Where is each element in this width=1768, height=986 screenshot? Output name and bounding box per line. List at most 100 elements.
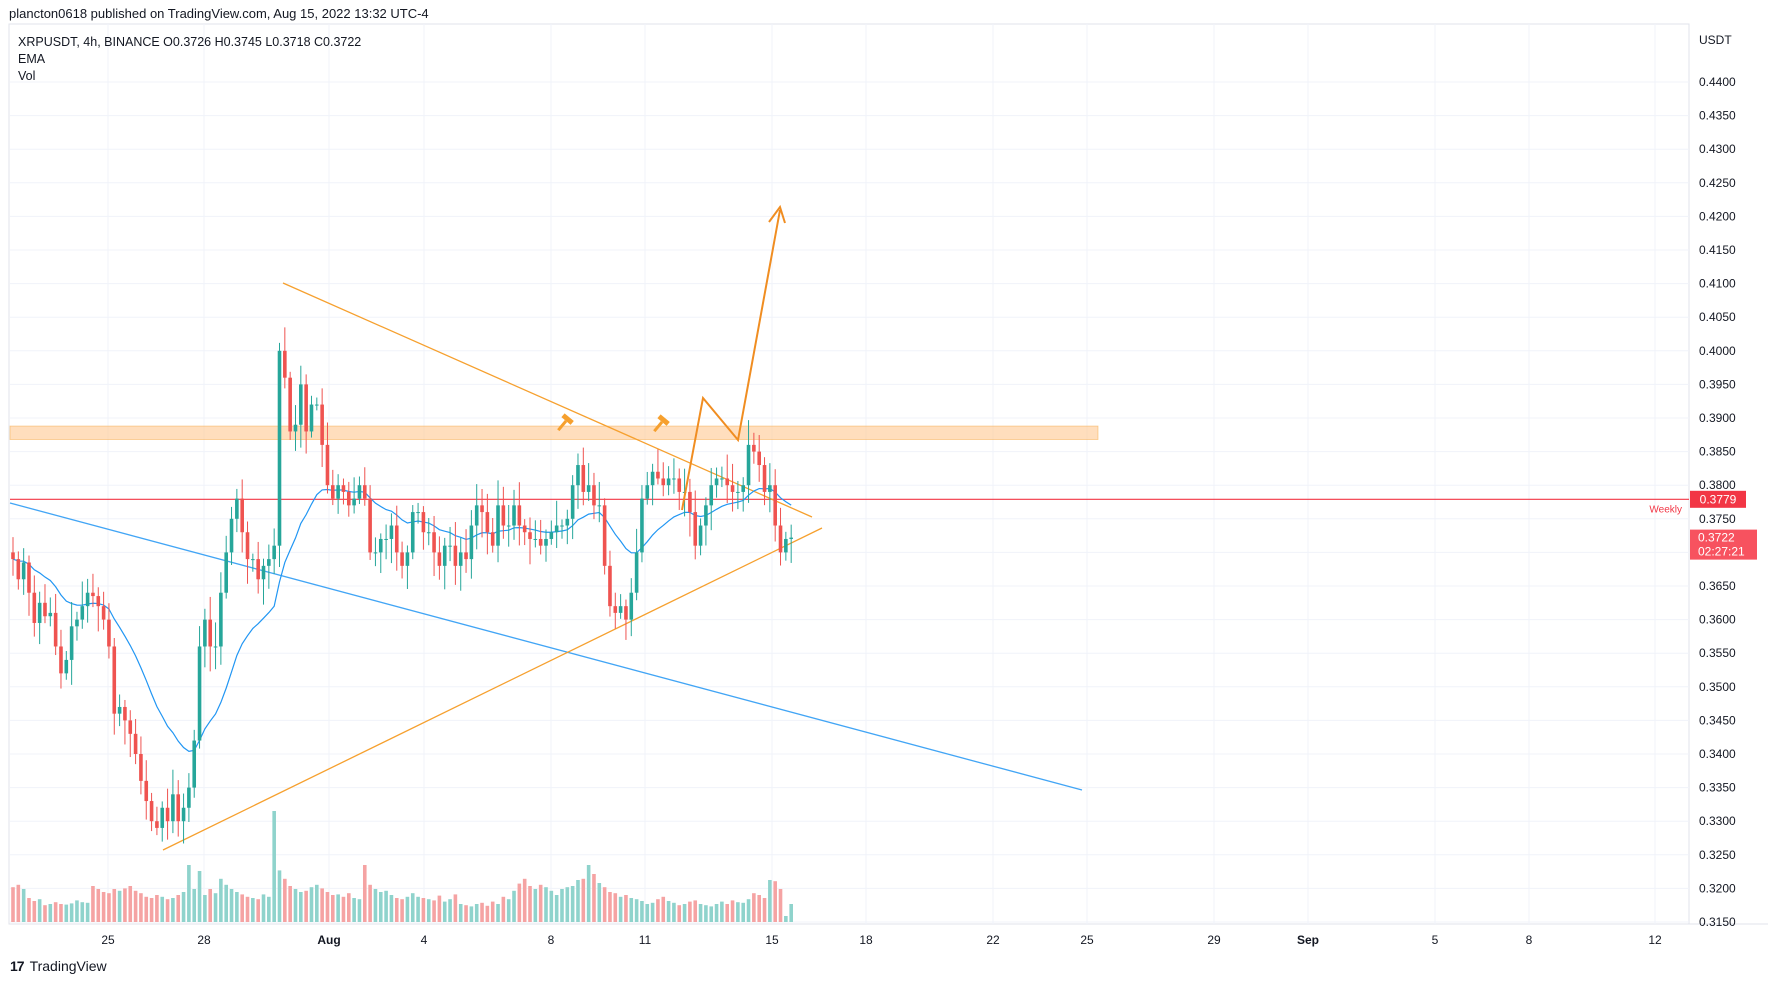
candle-body — [437, 552, 442, 566]
triangle-lower-trendline[interactable] — [162, 527, 823, 851]
candle-body — [597, 505, 602, 507]
price-tick-label: 0.3900 — [1699, 411, 1736, 425]
candle-body — [144, 780, 149, 802]
candle-body — [219, 592, 223, 647]
last-price-badge: 0.3722 02:27:21 — [1690, 529, 1757, 560]
time-axis-labels: 25 28 Aug 4 8 11 15 18 22 25 29 Sep 5 8 12 — [101, 933, 1662, 947]
candle-body — [283, 350, 287, 378]
resistance-zone[interactable] — [9, 425, 1099, 440]
volume-bar — [91, 886, 95, 922]
candle-body — [48, 612, 53, 617]
volume-bar — [448, 899, 452, 922]
weekly-price-badge: 0.3779 — [1690, 490, 1746, 508]
volume-bar — [394, 898, 399, 922]
volume-bar — [725, 904, 730, 922]
volume-bar — [453, 894, 458, 922]
candle-body — [27, 562, 31, 593]
volume-bar — [325, 892, 330, 922]
candle-body — [778, 525, 783, 553]
candle-body — [261, 565, 266, 580]
price-tick-label: 0.3500 — [1699, 680, 1736, 694]
price-tick-label: 0.3350 — [1699, 781, 1736, 795]
price-tick-label: 0.4000 — [1699, 344, 1736, 358]
price-tick-label: 0.3300 — [1699, 814, 1736, 828]
volume-bar — [256, 899, 260, 922]
volume-bar — [75, 900, 79, 922]
candle-body — [149, 801, 154, 822]
volume-bar — [677, 905, 682, 922]
volume-bar — [565, 887, 570, 922]
volume-bar — [235, 892, 239, 922]
volume-bar — [405, 896, 410, 922]
candle-body — [245, 532, 250, 560]
candle-body — [400, 552, 404, 566]
volume-bar — [171, 898, 175, 922]
time-tick-label: 25 — [1080, 933, 1094, 947]
candle-body — [240, 498, 244, 533]
candle-body — [336, 485, 340, 499]
volume-bar — [139, 893, 143, 922]
candle-body — [325, 444, 330, 486]
volume-bar — [117, 890, 122, 922]
candle-body — [155, 821, 159, 828]
volume-bar — [714, 904, 719, 922]
candle-body — [267, 559, 271, 566]
volume-bar — [16, 884, 21, 922]
candle-body — [592, 485, 596, 506]
volume-bar — [442, 901, 447, 922]
time-tick-label: 28 — [197, 933, 211, 947]
candle-body — [586, 485, 591, 492]
weekly-line-label: Weekly — [1649, 504, 1682, 515]
volume-bar — [741, 902, 746, 922]
volume-bar — [293, 889, 298, 922]
volume-bar — [32, 901, 37, 922]
volume-bar — [400, 899, 404, 922]
volume-bar — [474, 904, 479, 922]
time-tick-label: 4 — [421, 933, 428, 947]
volume-bar — [522, 878, 527, 922]
volume-bar — [378, 892, 383, 922]
candle-body — [91, 592, 95, 597]
volume-bar — [544, 887, 548, 922]
volume-bar — [299, 892, 303, 922]
volume-bar — [80, 902, 85, 922]
candle-body — [80, 606, 85, 620]
time-tick-label: 22 — [986, 933, 1000, 947]
candle-body — [501, 505, 506, 526]
candle-body — [453, 545, 458, 566]
tradingview-logo[interactable]: 17 TradingView — [10, 958, 107, 974]
candle-body — [197, 646, 202, 741]
price-tick-label: 0.4400 — [1699, 75, 1736, 89]
volume-bar — [315, 884, 319, 922]
volume-bar — [85, 902, 90, 922]
plot-area[interactable] — [8, 23, 1690, 925]
candle-body — [171, 794, 175, 822]
volume-bar — [27, 898, 31, 922]
volume-bar — [645, 904, 650, 922]
time-tick-label: Sep — [1297, 933, 1319, 947]
time-tick-label: 11 — [639, 933, 652, 947]
symbol-ohlc-line[interactable]: XRPUSDT, 4h, BINANCE O0.3726 H0.3745 L0.… — [18, 35, 362, 49]
candle-body — [394, 525, 399, 553]
volume-indicator-label[interactable]: Vol — [18, 69, 36, 83]
volume-bar — [704, 905, 708, 922]
volume-bar — [549, 890, 554, 922]
price-tick-label: 0.3800 — [1699, 478, 1736, 492]
ema-indicator-label[interactable]: EMA — [18, 52, 46, 66]
descending-channel-line[interactable] — [9, 502, 1083, 791]
volume-bar — [245, 896, 250, 922]
volume-bar — [672, 902, 676, 922]
triangle-upper-trendline[interactable] — [282, 282, 813, 518]
volume-bar — [570, 886, 575, 922]
candle-body — [672, 478, 676, 480]
candle-body — [469, 525, 474, 560]
volume-bar — [592, 874, 596, 922]
volume-bar — [320, 888, 324, 922]
candle-body — [368, 498, 372, 553]
price-tick-label: 0.3950 — [1699, 377, 1736, 391]
projection-path[interactable] — [681, 209, 781, 511]
candle-body — [69, 626, 74, 660]
volume-bar — [43, 905, 47, 922]
volume-bar — [698, 904, 703, 922]
